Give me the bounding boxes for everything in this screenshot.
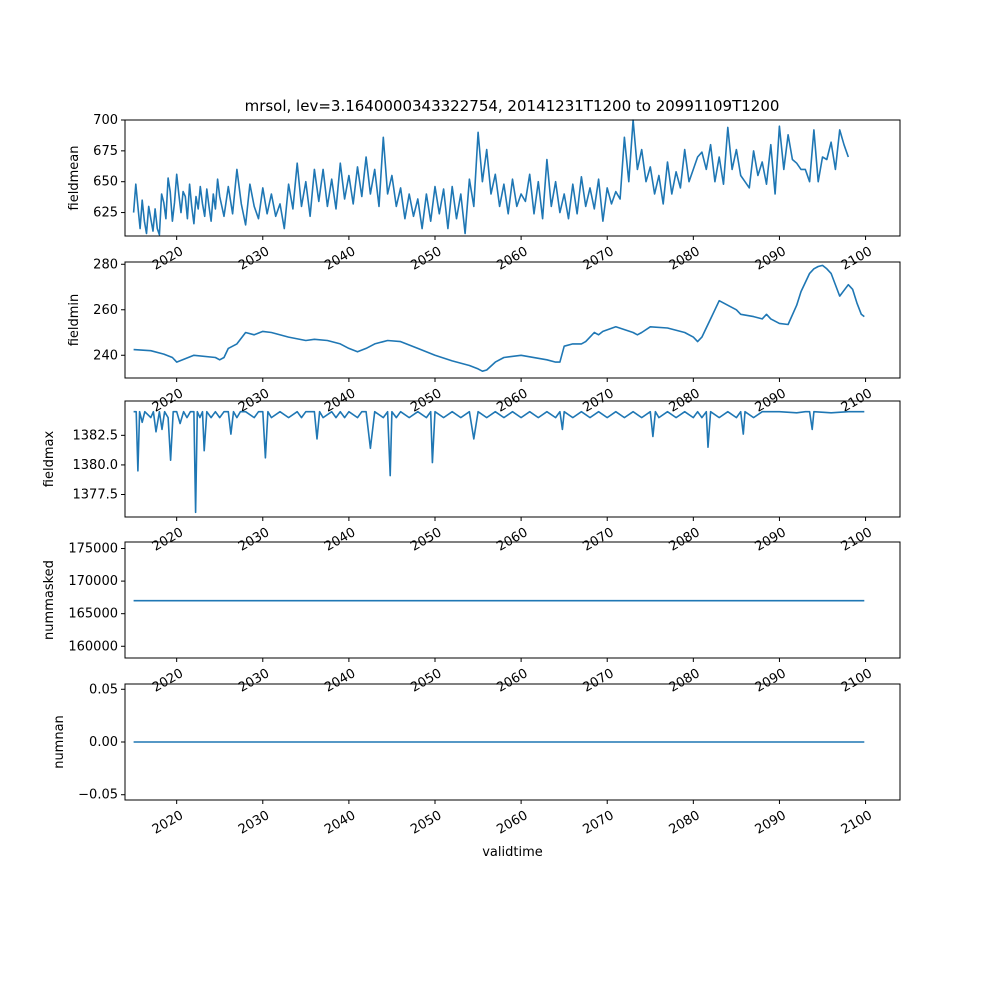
y-tick-label: 0.00 [89, 735, 118, 750]
y-tick-label: 700 [93, 113, 118, 128]
y-axis-label: numnan [52, 715, 67, 769]
axes-frame [124, 261, 901, 379]
y-tick-label: 625 [93, 206, 118, 221]
figure-title: mrsol, lev=3.1640000343322754, 20141231T… [245, 97, 780, 115]
y-axis-label: fieldmean [67, 146, 82, 211]
x-axis-label: validtime [482, 845, 543, 860]
y-tick-label: 240 [93, 348, 118, 363]
y-axis-label: nummasked [42, 560, 57, 640]
series-line [133, 410, 865, 514]
series-line [132, 119, 850, 236]
y-tick-label: 1382.5 [73, 428, 119, 443]
y-tick-label: −0.05 [78, 788, 118, 803]
y-tick-label: 170000 [68, 574, 118, 589]
y-axis-label: fieldmax [42, 431, 57, 488]
y-axis-label: fieldmin [67, 294, 82, 347]
axes-frame [124, 541, 901, 659]
axes-frame [124, 400, 901, 518]
axes-frame [124, 119, 901, 237]
y-tick-label: 675 [93, 144, 118, 159]
y-tick-label: 650 [93, 175, 118, 190]
y-tick-label: 260 [93, 303, 118, 318]
y-tick-label: 175000 [68, 542, 118, 557]
y-tick-label: 165000 [68, 607, 118, 622]
y-tick-label: 0.05 [89, 682, 118, 697]
y-tick-label: 1380.0 [73, 458, 119, 473]
y-tick-label: 280 [93, 257, 118, 272]
series-line [133, 264, 865, 373]
y-tick-label: 160000 [68, 639, 118, 654]
y-tick-label: 1377.5 [73, 488, 119, 503]
